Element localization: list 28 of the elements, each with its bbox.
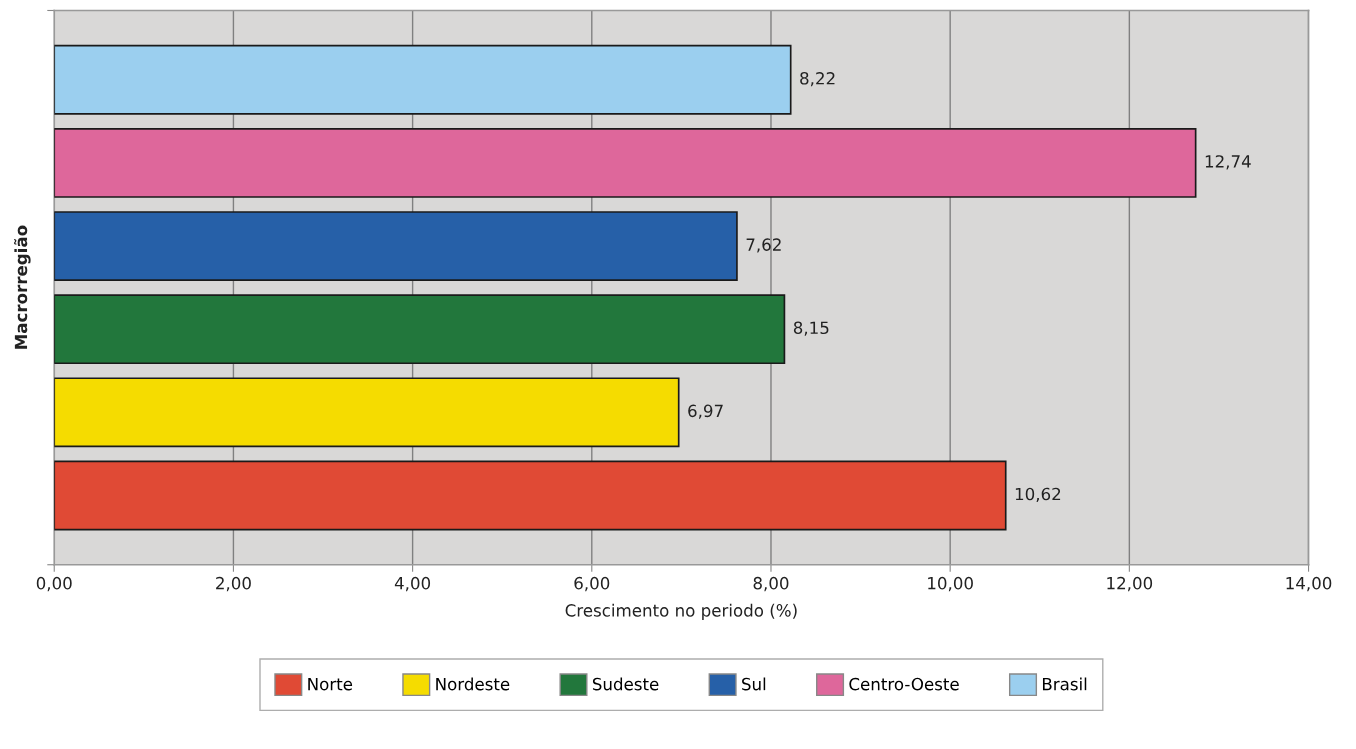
- bar: [54, 377, 680, 448]
- data-label: 7,62: [746, 238, 781, 253]
- x-tick-label: 6,00: [574, 576, 610, 592]
- legend-label: Sul: [742, 677, 766, 691]
- bar: [54, 44, 792, 115]
- data-label: 10,62: [1015, 487, 1061, 502]
- bar: [54, 460, 1007, 531]
- legend-label: Norte: [308, 678, 353, 691]
- x-tick-label: 0,00: [36, 576, 72, 592]
- x-tick-label: 2,00: [216, 576, 251, 592]
- bar: [54, 294, 786, 365]
- legend-label: Nordeste: [436, 677, 510, 691]
- x-tick-label: 14,00: [1286, 576, 1332, 592]
- data-label: 6,97: [688, 404, 723, 419]
- bar: [54, 211, 738, 281]
- data-label: 12,74: [1205, 155, 1251, 170]
- y-axis-title: Macrorregião: [14, 225, 31, 349]
- legend-label: Sudeste: [592, 677, 659, 691]
- legend-label: Brasil: [1042, 677, 1087, 691]
- legend-label: Centro-Oeste: [849, 677, 959, 691]
- x-axis-title: Crescimento no periodo (%): [565, 603, 797, 620]
- x-tick-label: 10,00: [928, 576, 973, 592]
- x-tick-label: 12,00: [1107, 576, 1153, 592]
- data-label: 8,15: [793, 321, 829, 336]
- x-tick-label: 8,00: [753, 576, 789, 592]
- x-tick-label: 4,00: [394, 576, 431, 592]
- data-label: 8,22: [800, 72, 835, 87]
- bar: [54, 127, 1197, 198]
